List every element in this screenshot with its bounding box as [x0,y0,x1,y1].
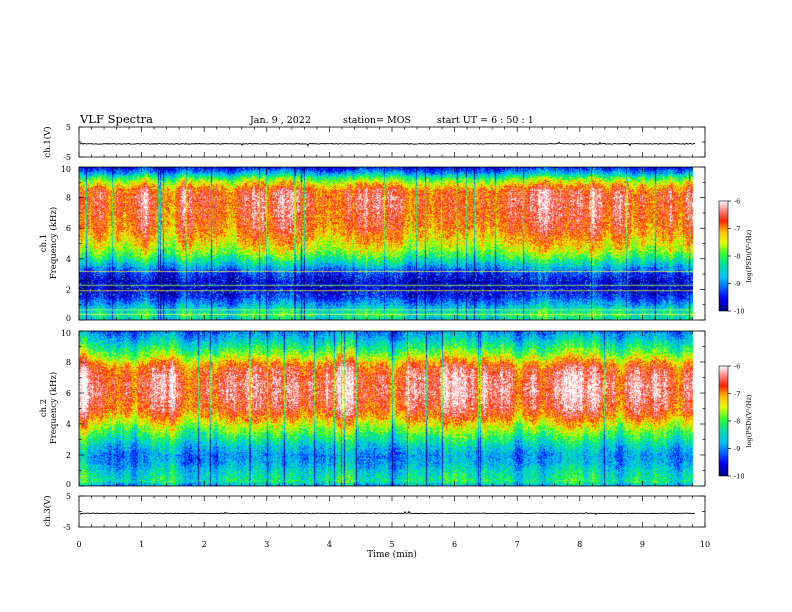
colorbar-tick-label: -7 [734,390,740,398]
time-tick-label: 3 [264,540,269,549]
frequency-tick-label: 2 [66,285,71,294]
ch2-spectrogram-ticks [78,330,706,487]
frequency-tick-label: 6 [66,224,71,233]
colorbar-tick-label: -10 [734,308,744,316]
ch1-spectrogram-panel: 0 2 4 6 8 10 ch.1 Frequency (kHz) [39,165,706,323]
frequency-tick-label: 8 [66,194,71,203]
colorbar-tick-label: -8 [734,253,740,261]
frequency-tick-label: 8 [66,358,71,367]
colorbar-tick-label: -7 [734,225,740,233]
colorbar-tick-label: -9 [734,445,740,453]
ch1-spectrogram-channel-label: ch.1 [39,234,49,252]
colorbar-tick-label: -10 [734,473,744,481]
ch1-colorbar-ticks: -6 -7 -8 -9 -10 [728,198,744,316]
ch2-spectrogram-channel-label: ch.2 [39,399,49,417]
ch2-colorbar-ticks: -6 -7 -8 -9 -10 [728,363,744,481]
ch1-ytick-top: 5 [66,123,71,132]
figure-title: VLF Spectra [79,112,153,126]
frequency-tick-label: 0 [66,480,71,489]
ch2-colorbar-label: log(PSD)(V²/Hz) [745,394,753,447]
frequency-tick-label: 10 [61,329,71,338]
colorbar-tick-label: -6 [734,198,740,206]
frequency-tick-label: 6 [66,389,71,398]
start-time-label: start UT = 6 : 50 : 1 [437,115,534,126]
ch3-ytick-top: 5 [66,492,71,501]
time-tick-label: 5 [389,540,394,549]
time-tick-label: 7 [515,540,520,549]
ch2-colorbar: -6 -7 -8 -9 -10 log(PSD)(V²/Hz) [718,363,753,481]
date-label: Jan. 9 , 2022 [249,115,311,126]
frequency-tick-label: 4 [66,420,71,429]
time-axis-label: Time (min) [367,549,417,560]
ch3-waveform-ticks [78,495,706,528]
ch1-waveform-panel: 5 -5 ch.1(V) [42,123,706,162]
ch1-frequency-axis-label: Frequency (kHz) [48,207,59,279]
frequency-tick-label: 4 [66,255,71,264]
frequency-tick-label: 0 [66,314,71,323]
time-axis-tick-labels: 0 1 2 3 4 5 6 7 8 9 10 [76,540,710,549]
ch1-colorbar: -6 -7 -8 -9 -10 log(PSD)(V²/Hz) [718,198,753,316]
ch1-spectrogram-image [79,167,693,320]
ch1-waveform-ticks [78,126,706,158]
time-tick-label: 9 [640,540,645,549]
time-tick-label: 8 [577,540,582,549]
ch1-colorbar-label: log(PSD)(V²/Hz) [745,229,753,282]
time-tick-label: 10 [700,540,710,549]
frequency-tick-label: 10 [61,165,71,174]
ch1-ytick-bottom: -5 [63,153,71,162]
time-tick-label: 2 [202,540,207,549]
time-tick-label: 4 [327,540,332,549]
time-tick-label: 6 [452,540,457,549]
ch3-waveform-panel: 5 -5 ch.3(V) [42,492,706,532]
ch2-frequency-tick-labels: 0 2 4 6 8 10 [61,329,71,489]
colorbar-tick-label: -9 [734,280,740,288]
ch3-waveform-line [79,510,696,516]
colorbar-tick-label: -6 [734,363,740,371]
ch1-waveform-ylabel: ch.1(V) [42,126,53,157]
ch2-spectrogram-image [79,331,693,486]
ch2-frequency-axis-label: Frequency (kHz) [48,372,59,444]
ch2-spectrogram-panel: 0 2 4 6 8 10 ch.2 Frequency (kHz) [39,329,706,489]
ch3-waveform-ylabel: ch.3(V) [42,495,53,526]
ch1-spectrogram-ticks [78,166,706,321]
colorbar-tick-label: -8 [734,418,740,426]
ch3-ytick-bottom: -5 [63,523,71,532]
frequency-tick-label: 2 [66,451,71,460]
ch1-waveform-line [79,141,696,147]
ch1-frequency-tick-labels: 0 2 4 6 8 10 [61,165,71,323]
time-tick-label: 0 [76,540,81,549]
time-tick-label: 1 [139,540,144,549]
station-label: station= MOS [343,115,411,126]
